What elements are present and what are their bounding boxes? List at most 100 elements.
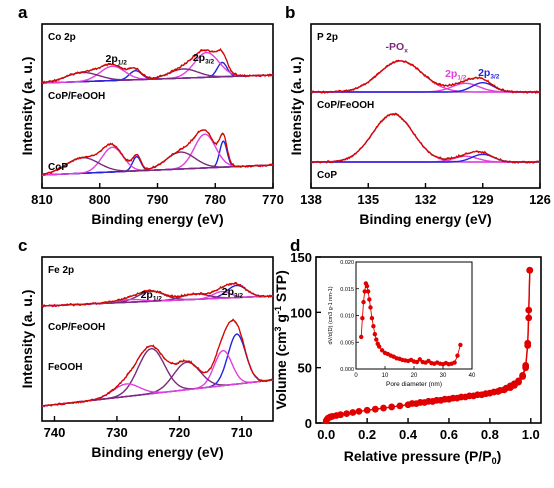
inset-point: [367, 297, 372, 302]
envelope-line: [311, 113, 540, 163]
x-tick-label: 0.4: [399, 427, 418, 442]
adsorption-point: [337, 411, 344, 419]
y-axis-label: Intensity (a. u.): [19, 290, 35, 389]
desorption-point: [519, 372, 526, 379]
x-axis-label: Binding energy (eV): [91, 444, 223, 460]
curve-label: FeOOH: [48, 362, 82, 373]
desorption-point: [441, 395, 449, 403]
peak-label: 2p1/2: [141, 289, 163, 303]
panel-letter: c: [18, 236, 27, 255]
x-tick-label: 0.6: [440, 427, 458, 442]
inset-x-label: Pore diameter (nm): [386, 381, 442, 388]
x-tick-label: 730: [106, 425, 128, 440]
curve-label: CoP: [317, 170, 337, 181]
fit-peak-0: [311, 113, 540, 163]
peak-label: -POx: [386, 41, 409, 55]
inset-x-tick-label: 30: [440, 373, 447, 379]
desorption-point: [526, 266, 534, 274]
desorption-point: [482, 390, 490, 398]
fit-peak-3: [41, 348, 274, 407]
adsorption-point: [388, 403, 396, 411]
curve-label: CoP/FeOOH: [317, 100, 374, 111]
x-tick-label: 129: [472, 192, 494, 207]
x-tick-label: 740: [44, 425, 66, 440]
adsorption-point: [380, 404, 387, 412]
raw-data-line: [41, 129, 274, 176]
x-tick-label: 770: [262, 192, 284, 207]
curve-label: CoP: [48, 162, 68, 173]
panel-letter: b: [285, 3, 295, 22]
x-tick-label: 720: [168, 425, 190, 440]
inset-y-tick-label: 0.015: [340, 287, 354, 293]
desorption-point: [466, 392, 473, 400]
desorption-point: [496, 386, 504, 394]
plot-frame: [41, 256, 274, 422]
y-tick-label: 0: [305, 416, 312, 431]
panel-b: 138 135 132 129 126 Binding energy (eV) Intens…: [285, 3, 551, 227]
element-label: P 2p: [317, 32, 338, 43]
peak-label: 2p1/2: [106, 53, 128, 67]
desorption-point: [490, 388, 498, 396]
inset-point: [417, 357, 422, 362]
inset-point: [364, 283, 370, 289]
raw-data-line: [41, 281, 274, 309]
inset-point: [359, 334, 364, 340]
inset-x-tick-label: 0: [354, 373, 358, 379]
inset-point: [368, 305, 373, 310]
x-tick-label: 0.8: [481, 427, 499, 442]
adsorption-point: [349, 409, 357, 416]
desorption-point: [525, 306, 533, 314]
raw-data-line: [310, 112, 541, 164]
inset-point: [414, 359, 420, 365]
raw-data-line: [41, 47, 274, 85]
inset-y-tick-label: 0.020: [340, 260, 354, 266]
peak-label: 2p3/2: [478, 67, 500, 81]
x-tick-label: 1.0: [522, 427, 540, 442]
envelope-line: [311, 60, 540, 93]
adsorption-point: [396, 402, 404, 410]
desorption-point: [408, 400, 416, 407]
curve-label: CoP/FeOOH: [48, 322, 105, 333]
x-tick-label: 0.0: [317, 427, 335, 442]
x-tick-label: 790: [147, 192, 169, 207]
x-tick-label: 810: [31, 192, 53, 207]
inset-point: [369, 315, 375, 321]
desorption-point: [416, 399, 424, 406]
x-tick-label: 800: [89, 192, 111, 207]
inset-point: [365, 289, 371, 294]
panel-a: 810 800 790 780 770 Binding energy (eV) Intens…: [18, 3, 284, 227]
envelope-line: [41, 129, 273, 175]
x-axis-label: Relative pressure (P/P0): [344, 448, 502, 466]
inset-frame: [355, 261, 473, 370]
inset-x-tick-label: 40: [469, 373, 476, 379]
inset-plot: 0 10 20 30 40 0.000 0.005 0.010 0.015 0.020 Pore d…: [328, 260, 476, 388]
x-axis-label: Binding energy (eV): [359, 211, 491, 227]
fit-peak-2: [42, 151, 273, 176]
desorption-point: [425, 397, 432, 405]
x-tick-label: 126: [529, 192, 551, 207]
inset-point: [374, 337, 379, 342]
inset-point: [372, 332, 378, 337]
inset-y-tick-label: 0.010: [340, 314, 354, 320]
peak-label: 2p3/2: [222, 286, 244, 300]
inset-point: [452, 360, 457, 365]
plot-frame: [315, 256, 542, 424]
y-axis-label: Intensity (a. u.): [19, 57, 35, 156]
curve-label: CoP/FeOOH: [48, 91, 105, 102]
fit-peak-4: [42, 146, 273, 176]
desorption-point: [522, 362, 530, 369]
x-tick-label: 0.2: [358, 427, 376, 442]
inset-point: [371, 324, 376, 329]
x-tick-label: 138: [300, 192, 322, 207]
desorption-point: [524, 339, 532, 347]
inset-point: [379, 348, 385, 353]
x-tick-label: 780: [204, 192, 226, 207]
inset-point: [361, 299, 366, 305]
inset-y-tick-label: 0.000: [340, 367, 354, 373]
peak-label: 2p3/2: [193, 52, 215, 66]
desorption-point: [474, 391, 481, 399]
adsorption-point: [355, 407, 363, 415]
y-tick-label: 50: [298, 361, 312, 376]
desorption-point: [457, 393, 465, 401]
